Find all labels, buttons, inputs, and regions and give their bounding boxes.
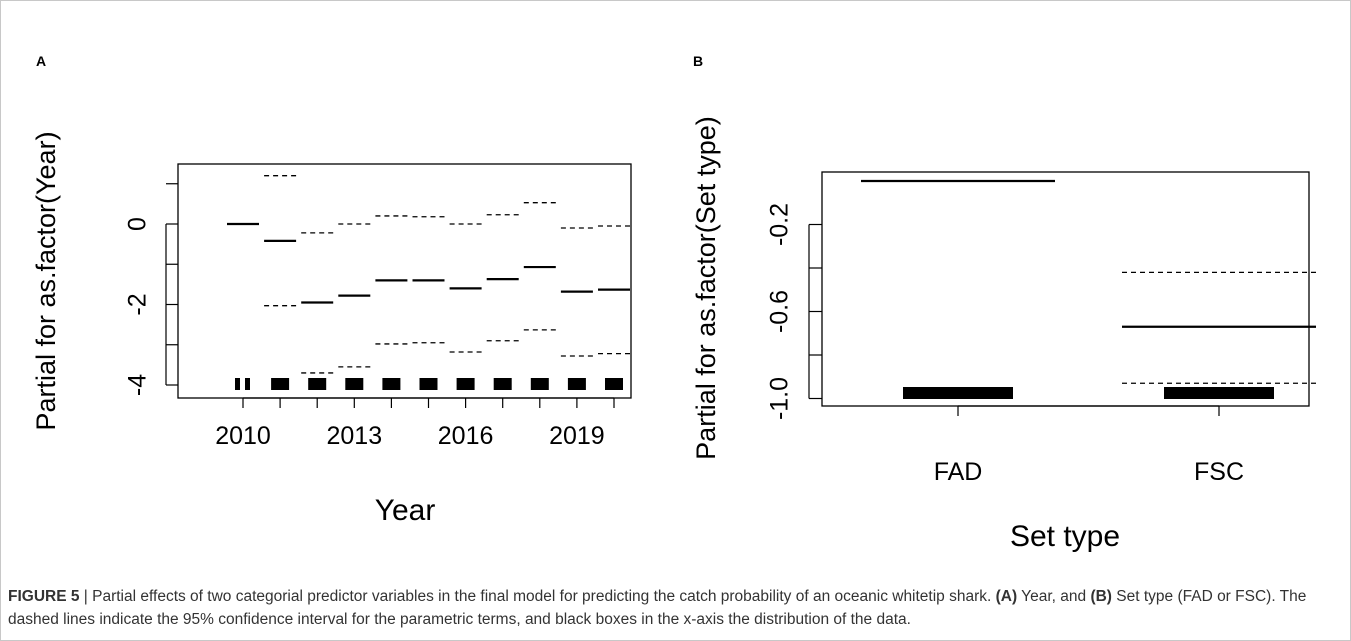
rug-box-2011 xyxy=(271,378,290,390)
x-tick-label-2016: 2016 xyxy=(438,422,494,450)
panel-a: A 2010 2013 2016 2019 -4 -2 0 Year Partial for as… xyxy=(31,53,632,527)
x-tick-label-2019: 2019 xyxy=(549,422,605,450)
y-tick-label-a-0: 0 xyxy=(124,217,152,231)
x-tick-label-FAD: FAD xyxy=(934,458,983,486)
caption-a-label: (A) xyxy=(995,588,1018,605)
caption-text-2: Year, and xyxy=(1017,588,1091,605)
x-tick-label-2013: 2013 xyxy=(326,422,382,450)
panel-b: B FAD FSC -1.0 -0.6 -0.2 Set type Partial for a… xyxy=(691,53,1316,553)
figure-caption: FIGURE 5 | Partial effects of two catego… xyxy=(8,585,1343,631)
rug-box-2016 xyxy=(456,378,475,390)
rug-box-2013 xyxy=(345,378,364,390)
plot-frame-b xyxy=(821,171,1310,407)
rug-box-2019 xyxy=(567,378,586,390)
caption-label: FIGURE 5 xyxy=(8,588,80,605)
y-tick-label-a--4: -4 xyxy=(124,374,152,396)
caption-text-3: Set type (FAD or FSC). The dashed lines … xyxy=(8,588,1307,628)
rug-box-2012 xyxy=(308,378,327,390)
x-tick-label-2010: 2010 xyxy=(215,422,271,450)
y-axis-title-b: Partial for as.factor(Set type) xyxy=(691,116,721,460)
panel-label-b: B xyxy=(693,53,703,69)
rug-box-2017 xyxy=(493,378,512,390)
rug-box-2010-2 xyxy=(245,378,250,390)
rug-box-2020 xyxy=(605,378,623,390)
y-tick-label-a--2: -2 xyxy=(124,293,152,315)
x-tick-label-FSC: FSC xyxy=(1194,458,1244,486)
rug-box-2010-1 xyxy=(235,378,240,390)
rug-box-2018 xyxy=(530,378,549,390)
y-tick-label-b--0.2: -0.2 xyxy=(766,203,794,246)
rug-box-2015 xyxy=(419,378,438,390)
caption-b-label: (B) xyxy=(1090,588,1112,605)
y-axis-title-a: Partial for as.factor(Year) xyxy=(31,131,61,430)
rug-box-FAD xyxy=(903,387,1013,399)
x-axis-title-a: Year xyxy=(375,494,436,527)
panel-label-a: A xyxy=(36,53,46,69)
y-tick-label-b--1.0: -1.0 xyxy=(766,377,794,420)
caption-text-1: Partial effects of two categorial predic… xyxy=(92,588,996,605)
rug-box-2014 xyxy=(382,378,401,390)
rug-box-FSC xyxy=(1164,387,1274,399)
caption-sep: | xyxy=(79,588,93,605)
figure-canvas: A 2010 2013 2016 2019 -4 -2 0 Year Partial for as… xyxy=(31,53,1316,553)
y-tick-label-b--0.6: -0.6 xyxy=(766,290,794,333)
x-axis-title-b: Set type xyxy=(1010,520,1120,553)
